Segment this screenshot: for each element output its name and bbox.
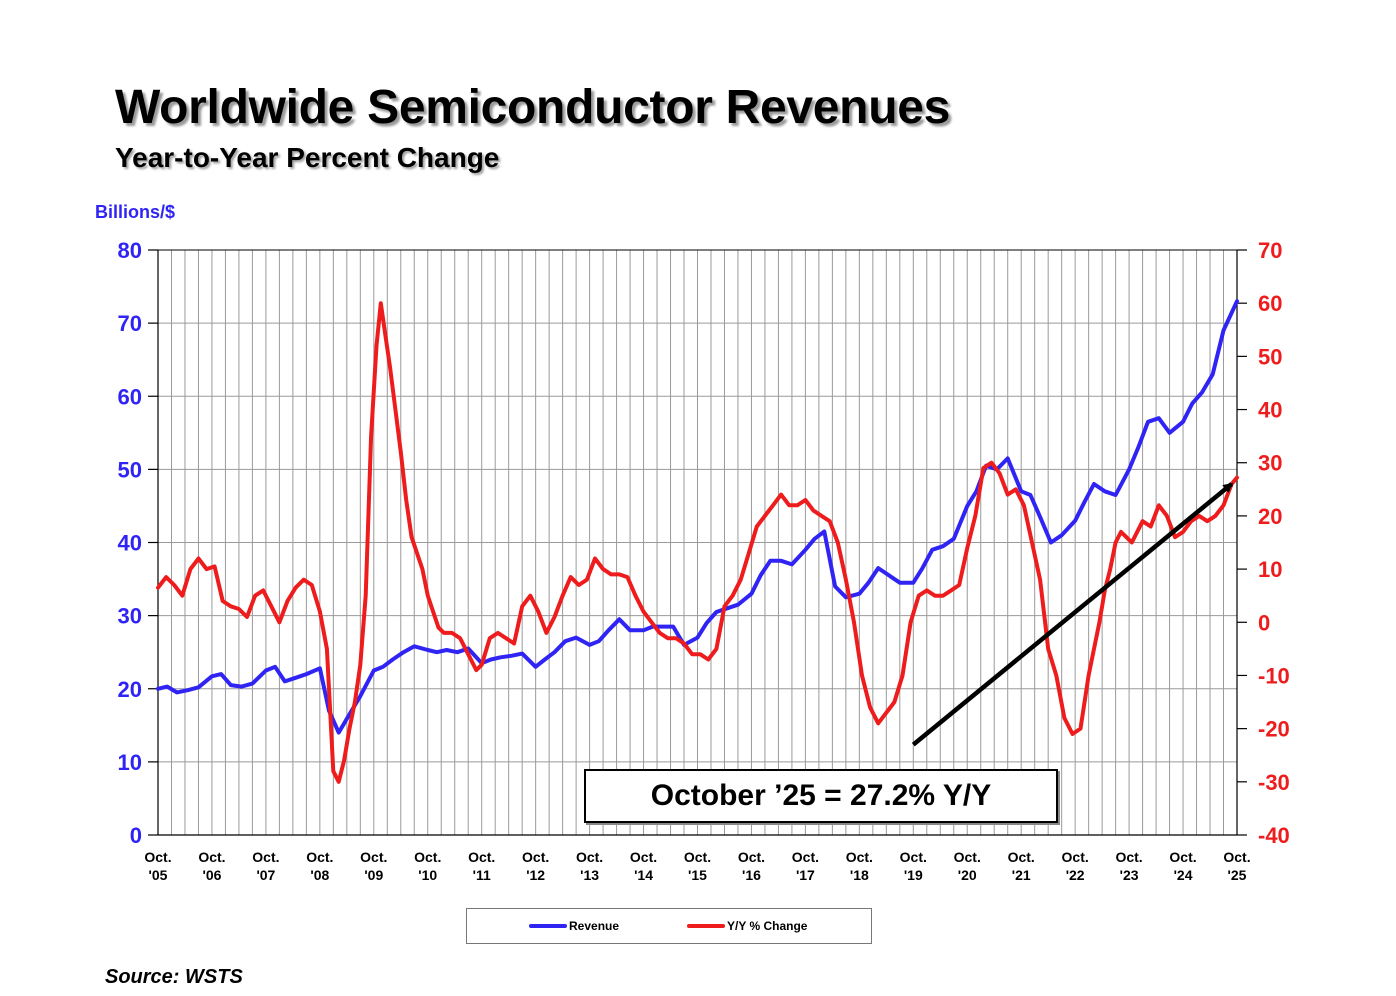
chart-axes	[148, 249, 1247, 836]
left-tick-label: 60	[118, 384, 142, 409]
right-tick-label: 50	[1258, 344, 1282, 369]
x-tick-label-year: '21	[1012, 867, 1031, 883]
right-tick-label: 10	[1258, 557, 1282, 582]
right-tick-label: 70	[1258, 238, 1282, 263]
left-tick-label: 70	[118, 311, 142, 336]
left-tick-label: 10	[118, 750, 142, 775]
annotation-box: October ’25 = 27.2% Y/Y	[584, 769, 1058, 823]
x-tick-label-year: '16	[742, 867, 761, 883]
x-tick-label-year: '15	[688, 867, 707, 883]
series-line-revenue	[156, 299, 1239, 735]
right-tick-label: -20	[1258, 717, 1290, 742]
x-tick-label-year: '10	[418, 867, 437, 883]
legend-label-yoy: Y/Y % Change	[727, 919, 808, 933]
x-tick-label-year: '14	[634, 867, 653, 883]
x-tick-label-month: Oct.	[198, 849, 225, 865]
x-tick-label-month: Oct.	[144, 849, 171, 865]
x-tick-label-year: '19	[904, 867, 923, 883]
x-tick-label-month: Oct.	[846, 849, 873, 865]
chart-subtitle: Year-to-Year Percent Change	[115, 142, 500, 173]
right-tick-label: -40	[1258, 823, 1290, 848]
x-tick-label-month: Oct.	[1223, 849, 1250, 865]
legend-swatch-yoy	[687, 924, 725, 928]
legend-item-revenue: Revenue	[529, 919, 619, 933]
x-tick-label-year: '13	[580, 867, 599, 883]
x-tick-label-month: Oct.	[900, 849, 927, 865]
x-tick-label-year: '05	[149, 867, 168, 883]
right-tick-label: 0	[1258, 610, 1270, 635]
legend-label-revenue: Revenue	[569, 919, 620, 933]
right-tick-label: -30	[1258, 770, 1290, 795]
x-tick-label-month: Oct.	[1062, 849, 1089, 865]
chart-series	[156, 299, 1239, 784]
chart-legend: Revenue Y/Y % Change	[466, 908, 872, 944]
x-tick-label-month: Oct.	[738, 849, 765, 865]
right-tick-label: 20	[1258, 504, 1282, 529]
x-tick-label-year: '08	[310, 867, 329, 883]
right-tick-label: 30	[1258, 451, 1282, 476]
left-tick-label: 0	[130, 823, 142, 848]
right-tick-label: -10	[1258, 663, 1290, 688]
legend-swatch-revenue	[529, 924, 567, 928]
x-tick-label-month: Oct.	[576, 849, 603, 865]
x-tick-label-month: Oct.	[1008, 849, 1035, 865]
x-tick-label-year: '24	[1174, 867, 1193, 883]
trend-arrow	[911, 482, 1234, 747]
x-tick-label-year: '22	[1066, 867, 1085, 883]
chart-title: Worldwide Semiconductor Revenues	[115, 81, 951, 134]
x-tick-label-year: '09	[364, 867, 383, 883]
legend-item-yoy: Y/Y % Change	[687, 919, 807, 933]
x-tick-label-month: Oct.	[1115, 849, 1142, 865]
tick-labels: 0 10 20 30 40 50 60 70 80 -40 -30 -20 -10 0 10 20 30 40 50…	[118, 238, 1290, 883]
source-note: Source: WSTS	[105, 966, 243, 988]
left-tick-label: 80	[118, 238, 142, 263]
x-tick-label-year: '17	[796, 867, 815, 883]
x-tick-label-year: '07	[256, 867, 275, 883]
x-tick-label-year: '11	[473, 867, 491, 883]
left-tick-label: 50	[118, 457, 142, 482]
x-tick-label-month: Oct.	[306, 849, 333, 865]
x-tick-label-month: Oct.	[684, 849, 711, 865]
x-tick-label-year: '06	[202, 867, 221, 883]
x-tick-label-year: '20	[958, 867, 977, 883]
x-tick-label-month: Oct.	[360, 849, 387, 865]
x-tick-label-month: Oct.	[630, 849, 657, 865]
x-tick-label-month: Oct.	[522, 849, 549, 865]
left-axis-unit: Billions/$	[95, 202, 176, 222]
x-tick-label-year: '23	[1120, 867, 1139, 883]
x-tick-label-month: Oct.	[252, 849, 279, 865]
x-tick-label-month: Oct.	[414, 849, 441, 865]
annotation-text: October ’25 = 27.2% Y/Y	[650, 779, 992, 812]
series-line-yoy	[156, 301, 1239, 784]
x-tick-label-year: '18	[850, 867, 869, 883]
left-tick-label: 30	[118, 604, 142, 629]
left-tick-label: 20	[118, 677, 142, 702]
chart-grid	[157, 249, 1238, 836]
x-tick-label-month: Oct.	[1169, 849, 1196, 865]
x-tick-label-month: Oct.	[792, 849, 819, 865]
x-tick-label-month: Oct.	[468, 849, 495, 865]
left-tick-label: 40	[118, 531, 142, 556]
right-tick-label: 60	[1258, 291, 1282, 316]
right-tick-label: 40	[1258, 398, 1282, 423]
x-tick-label-year: '25	[1228, 867, 1247, 883]
x-tick-label-month: Oct.	[954, 849, 981, 865]
x-tick-label-year: '12	[526, 867, 545, 883]
